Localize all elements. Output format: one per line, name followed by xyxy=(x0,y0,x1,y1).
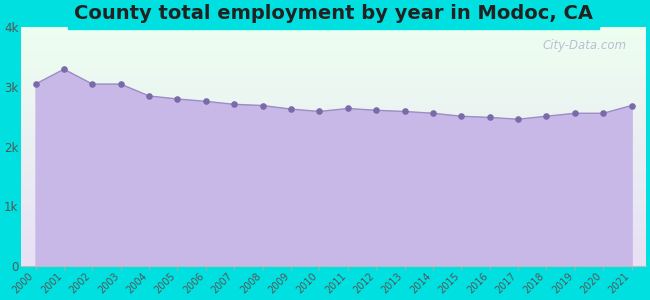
Point xyxy=(201,99,211,104)
Point xyxy=(172,97,183,101)
Point xyxy=(116,82,126,86)
Point xyxy=(314,109,324,114)
Point xyxy=(428,111,438,116)
Point xyxy=(484,115,495,120)
Point xyxy=(144,94,154,98)
Title: County total employment by year in Modoc, CA: County total employment by year in Modoc… xyxy=(74,4,593,23)
Text: City-Data.com: City-Data.com xyxy=(543,39,627,52)
Point xyxy=(371,108,382,113)
Point xyxy=(257,103,268,108)
Point xyxy=(513,117,523,122)
Point xyxy=(229,102,239,107)
Point xyxy=(31,82,41,86)
Point xyxy=(343,106,353,111)
Point xyxy=(456,114,467,118)
Point xyxy=(627,103,637,108)
Point xyxy=(87,82,98,86)
Point xyxy=(399,109,410,114)
Point xyxy=(598,111,608,116)
Point xyxy=(541,114,552,118)
Point xyxy=(58,67,69,72)
Point xyxy=(569,111,580,116)
Point xyxy=(286,107,296,112)
